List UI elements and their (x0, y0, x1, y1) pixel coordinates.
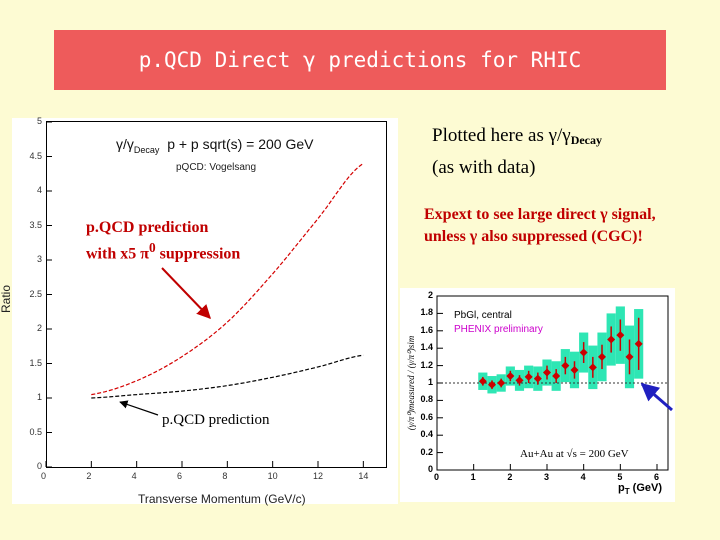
right-xtick-label: 5 (617, 472, 623, 482)
right-ytick-label: 1.6 (420, 324, 433, 335)
left-ytick-label: 5 (36, 116, 42, 126)
expect-line1: Expext to see large direct γ signal, (424, 206, 656, 223)
ann-red-sup: 0 (149, 240, 156, 255)
right-legend2: PHENIX preliminary (454, 324, 543, 335)
left-plot-ylabel: Ratio (0, 284, 14, 314)
left-ytick-label: 0 (36, 461, 42, 471)
left-ytick-label: 2.5 (29, 288, 42, 299)
right-ytick-label: 2 (427, 290, 433, 300)
right-plot-panel (400, 288, 675, 502)
right-system-label: Au+Au at √s = 200 GeV (520, 448, 629, 460)
left-ytick-label: 1.5 (29, 357, 42, 368)
right-ytick-label: 0 (427, 464, 433, 474)
left-ytick-label: 4 (36, 185, 42, 195)
right-xtick-label: 0 (434, 472, 440, 482)
plotted-note: Plotted here as γ/γDecay (as with data) (432, 122, 602, 182)
left-ytick-label: 2 (36, 323, 42, 333)
left-xtick-label: 8 (222, 471, 228, 481)
right-xtick-label: 6 (654, 472, 660, 482)
right-ytick-label: 0.2 (420, 446, 433, 457)
left-xtick-label: 2 (86, 471, 92, 481)
left-xtick-label: 0 (41, 471, 47, 481)
plotted-sub: Decay (570, 133, 603, 147)
expect-line2: unless γ also suppressed (CGC)! (424, 228, 643, 245)
annotation-suppressed-line2: with x5 π0 suppression (86, 238, 240, 264)
annotation-pqcd: p.QCD prediction (162, 412, 270, 429)
annotation-suppressed: p.QCD prediction with x5 π0 suppression (86, 218, 240, 264)
legend-gamma: γ/γ (116, 136, 134, 152)
left-xtick-label: 14 (358, 471, 369, 481)
right-ytick-label: 0.4 (420, 429, 433, 440)
right-ytick-label: 1.8 (420, 307, 433, 318)
slide-title: p.QCD Direct γ predictions for RHIC (138, 48, 582, 72)
right-xlabel-sub: T (624, 487, 630, 497)
left-xtick-label: 12 (313, 471, 324, 481)
plotted-line1: Plotted here as γ/γDecay (432, 122, 602, 154)
right-ytick-label: 1.2 (420, 359, 433, 370)
right-xlabel-p: p (618, 482, 625, 494)
left-xtick-label: 10 (267, 471, 278, 481)
right-ytick-label: 0.8 (420, 394, 433, 405)
plotted-prefix: Plotted here as γ/γ (432, 125, 571, 146)
slide-title-bar: p.QCD Direct γ predictions for RHIC (54, 30, 666, 90)
plotted-line2: (as with data) (432, 157, 536, 178)
right-legend1: PbGl, central (454, 310, 512, 321)
ann-red-suffix: suppression (155, 245, 241, 263)
right-xtick-label: 2 (507, 472, 513, 482)
left-ytick-label: 1 (36, 392, 42, 402)
system-value: = 200 GeV (576, 448, 629, 460)
right-xtick-label: 1 (470, 472, 476, 482)
system-text: Au+Au at √s (520, 448, 577, 460)
left-xtick-label: 6 (177, 471, 183, 481)
right-xtick-label: 3 (544, 472, 550, 482)
ann-red-line2-text: with x5 π (86, 245, 149, 263)
left-ytick-label: 4.5 (29, 150, 42, 161)
annotation-suppressed-line1: p.QCD prediction (86, 219, 209, 236)
left-plot-legend: γ/γDecay p + p sqrt(s) = 200 GeV (116, 136, 313, 155)
left-ytick-label: 3.5 (29, 219, 42, 230)
right-ytick-label: 1.4 (420, 342, 433, 353)
right-xlabel-unit: (GeV) (629, 482, 663, 494)
expectation-note: Expext to see large direct γ signal, unl… (424, 204, 656, 248)
left-ytick-label: 0.5 (29, 426, 42, 437)
left-ytick-label: 3 (36, 254, 42, 264)
right-xlabel: pT (GeV) (618, 482, 662, 496)
legend-model: pQCD: Vogelsang (176, 162, 257, 173)
legend-system: p + p sqrt(s) = 200 GeV (167, 136, 314, 152)
left-xtick-label: 4 (131, 471, 137, 481)
right-ytick-label: 1 (427, 377, 433, 387)
left-plot-xlabel: Transverse Momentum (GeV/c) (138, 492, 306, 506)
right-ytick-label: 0.6 (420, 411, 433, 422)
legend-gamma-sub: Decay (133, 144, 160, 155)
right-xtick-label: 4 (580, 472, 586, 482)
